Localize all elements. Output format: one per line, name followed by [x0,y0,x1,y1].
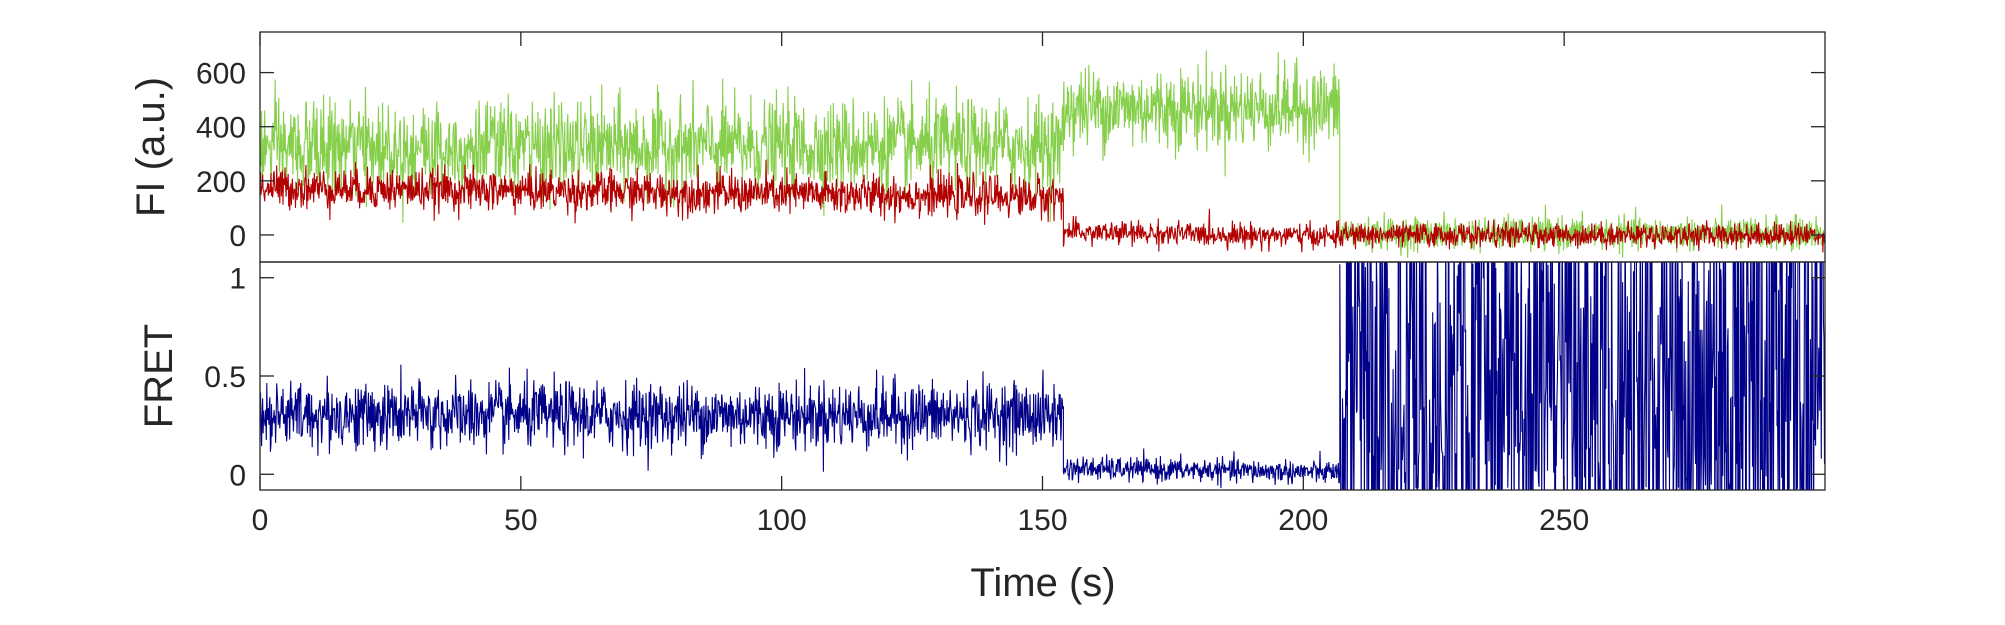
y-tick-label: 0.5 [204,361,246,394]
x-tick-label: 50 [504,504,537,537]
fret-panel: 00.51 0 50 100 150 200 250 FRET Time (s) [137,32,1826,605]
y-tick-label: 0 [229,459,246,492]
fluorescence-traces [260,50,1825,259]
y-tick-label: 1 [229,263,246,296]
y-tick-label: 600 [196,58,246,91]
y-tick-label: 0 [229,220,246,253]
x-tick-label: 200 [1278,504,1328,537]
fret-y-axis-label: FRET [137,324,181,428]
x-tick-label: 250 [1539,504,1589,537]
x-tick-label: 0 [252,504,269,537]
y-tick-label: 200 [196,166,246,199]
x-tick-label: 100 [757,504,807,537]
fluorescence-panel: 0 200 400 600 FI (a.u.) [129,31,1826,263]
trace-series-1 [260,50,1825,259]
trace-series-2 [260,159,1825,253]
fret-traces [260,262,1825,490]
time-x-axis-label: Time (s) [970,561,1115,605]
x-tick-label: 150 [1017,504,1067,537]
fluorescence-y-ticks: 0 200 400 600 [196,58,1825,253]
fret-y-ticks: 00.51 [204,263,1825,492]
time-x-ticks: 0 50 100 150 200 250 [252,32,1589,537]
y-tick-label: 400 [196,112,246,145]
trace-series-1 [260,262,1825,490]
fluorescence-y-axis-label: FI (a.u.) [129,77,173,217]
